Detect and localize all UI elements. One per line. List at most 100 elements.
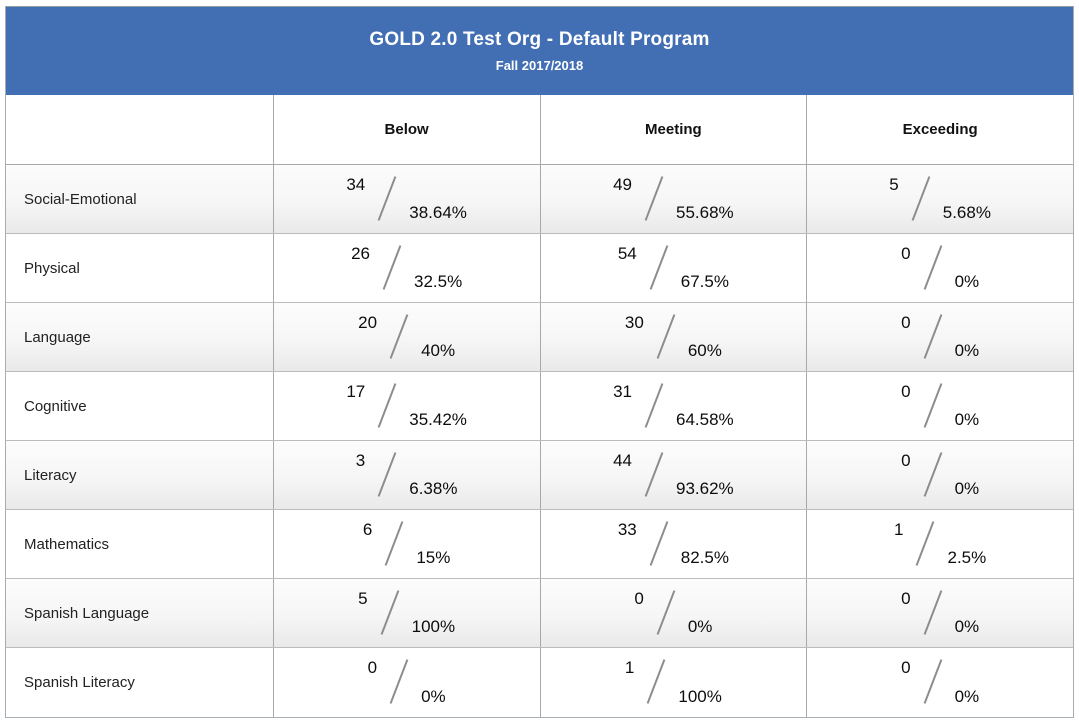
percent-value: 0% [954, 687, 980, 706]
fraction-slash-icon [384, 520, 404, 566]
fraction: 0 0% [634, 579, 712, 647]
fraction: 5 100% [358, 579, 455, 647]
fraction-slash-icon [649, 244, 669, 290]
count-value: 0 [901, 244, 911, 263]
percent-value: 64.58% [676, 410, 734, 429]
meeting-cell: 31 64.58% [539, 372, 807, 440]
exceeding-cell: 1 2.5% [806, 510, 1073, 578]
percent-value: 35.42% [409, 410, 467, 429]
table-row: Cognitive 17 35.42% 31 64.58% 0 0% [6, 372, 1073, 441]
table-row: Social-Emotional 34 38.64% 49 55.68% 5 5… [6, 165, 1073, 234]
exceeding-cell: 0 0% [806, 441, 1073, 509]
count-value: 49 [613, 175, 632, 194]
row-label: Mathematics [24, 535, 110, 553]
fraction: 26 32.5% [351, 234, 462, 302]
exceeding-cell: 0 0% [806, 579, 1073, 647]
row-label: Spanish Literacy [24, 674, 135, 691]
report-card: GOLD 2.0 Test Org - Default Program Fall… [5, 6, 1074, 718]
count-value: 0 [901, 382, 911, 401]
count-value: 33 [617, 520, 637, 539]
fraction: 3 6.38% [356, 441, 458, 509]
count-value: 0 [901, 313, 911, 332]
count-value: 0 [367, 658, 378, 677]
column-header-below: Below [272, 95, 540, 164]
fraction: 1 2.5% [894, 510, 986, 578]
percent-value: 2.5% [947, 548, 987, 567]
percent-value: 5.68% [942, 203, 991, 222]
percent-value: 6.38% [409, 479, 458, 498]
fraction: 33 82.5% [618, 510, 729, 578]
fraction: 49 55.68% [613, 165, 734, 233]
fraction: 0 0% [901, 372, 979, 440]
exceeding-cell: 0 0% [806, 303, 1073, 371]
fraction-slash-icon [923, 659, 942, 704]
percent-value: 40% [421, 341, 456, 360]
fraction: 34 38.64% [346, 165, 467, 233]
count-value: 0 [634, 589, 644, 608]
fraction: 20 40% [358, 303, 455, 371]
fraction-slash-icon [923, 313, 942, 359]
meeting-cell: 54 67.5% [539, 234, 807, 302]
percent-value: 82.5% [680, 548, 729, 567]
fraction-slash-icon [377, 451, 397, 497]
table-row: Spanish Language 5 100% 0 0% 0 0% [6, 579, 1073, 648]
percent-value: 0% [954, 410, 980, 429]
fraction-slash-icon [644, 175, 664, 221]
report-title: GOLD 2.0 Test Org - Default Program [369, 29, 710, 50]
percent-value: 100% [678, 687, 722, 706]
count-value: 5 [889, 175, 899, 194]
count-value: 54 [617, 244, 637, 263]
below-cell: 5 100% [272, 579, 540, 647]
table-row: Physical 26 32.5% 54 67.5% 0 0% [6, 234, 1073, 303]
row-label: Social-Emotional [24, 190, 137, 208]
fraction: 0 0% [901, 648, 979, 717]
fraction: 0 0% [901, 579, 979, 647]
percent-value: 0% [954, 272, 980, 291]
count-value: 44 [613, 451, 632, 470]
fraction-slash-icon [380, 589, 399, 635]
percent-value: 0% [954, 341, 980, 360]
report-header: GOLD 2.0 Test Org - Default Program Fall… [6, 7, 1073, 95]
meeting-cell: 33 82.5% [539, 510, 807, 578]
fraction: 6 15% [363, 510, 451, 578]
fraction-slash-icon [377, 382, 397, 428]
fraction: 1 100% [625, 648, 722, 717]
percent-value: 0% [421, 687, 446, 706]
percent-value: 32.5% [413, 272, 463, 291]
fraction-slash-icon [923, 451, 942, 497]
fraction-slash-icon [911, 175, 931, 221]
fraction: 0 0% [368, 648, 446, 717]
table-row: Mathematics 6 15% 33 82.5% 1 2.5% [6, 510, 1073, 579]
fraction: 17 35.42% [346, 372, 467, 440]
count-value: 5 [358, 589, 368, 608]
table-row: Literacy 3 6.38% 44 93.62% 0 0% [6, 441, 1073, 510]
count-value: 26 [351, 244, 370, 263]
exceeding-cell: 0 0% [806, 372, 1073, 440]
table-row: Language 20 40% 30 60% 0 0% [6, 303, 1073, 372]
column-header-row: Below Meeting Exceeding [6, 95, 1073, 165]
fraction: 31 64.58% [613, 372, 734, 440]
below-cell: 0 0% [272, 648, 540, 717]
percent-value: 100% [411, 617, 456, 636]
fraction-slash-icon [923, 589, 942, 635]
column-header-exceeding: Exceeding [806, 95, 1073, 164]
fraction-slash-icon [389, 313, 409, 359]
report-subtitle: Fall 2017/2018 [495, 58, 584, 73]
column-header-blank [6, 95, 273, 164]
fraction-slash-icon [923, 382, 942, 428]
count-value: 20 [358, 313, 378, 332]
row-label: Physical [24, 259, 80, 277]
fraction-slash-icon [923, 244, 942, 290]
count-value: 0 [901, 451, 911, 470]
fraction-slash-icon [377, 175, 397, 221]
percent-value: 0% [687, 617, 713, 636]
fraction: 0 0% [901, 441, 979, 509]
percent-value: 93.62% [676, 479, 734, 498]
below-cell: 34 38.64% [272, 165, 540, 233]
below-cell: 26 32.5% [272, 234, 540, 302]
fraction-slash-icon [647, 659, 666, 704]
fraction: 5 5.68% [889, 165, 991, 233]
count-value: 31 [613, 382, 632, 401]
fraction: 0 0% [901, 234, 979, 302]
below-cell: 20 40% [272, 303, 540, 371]
